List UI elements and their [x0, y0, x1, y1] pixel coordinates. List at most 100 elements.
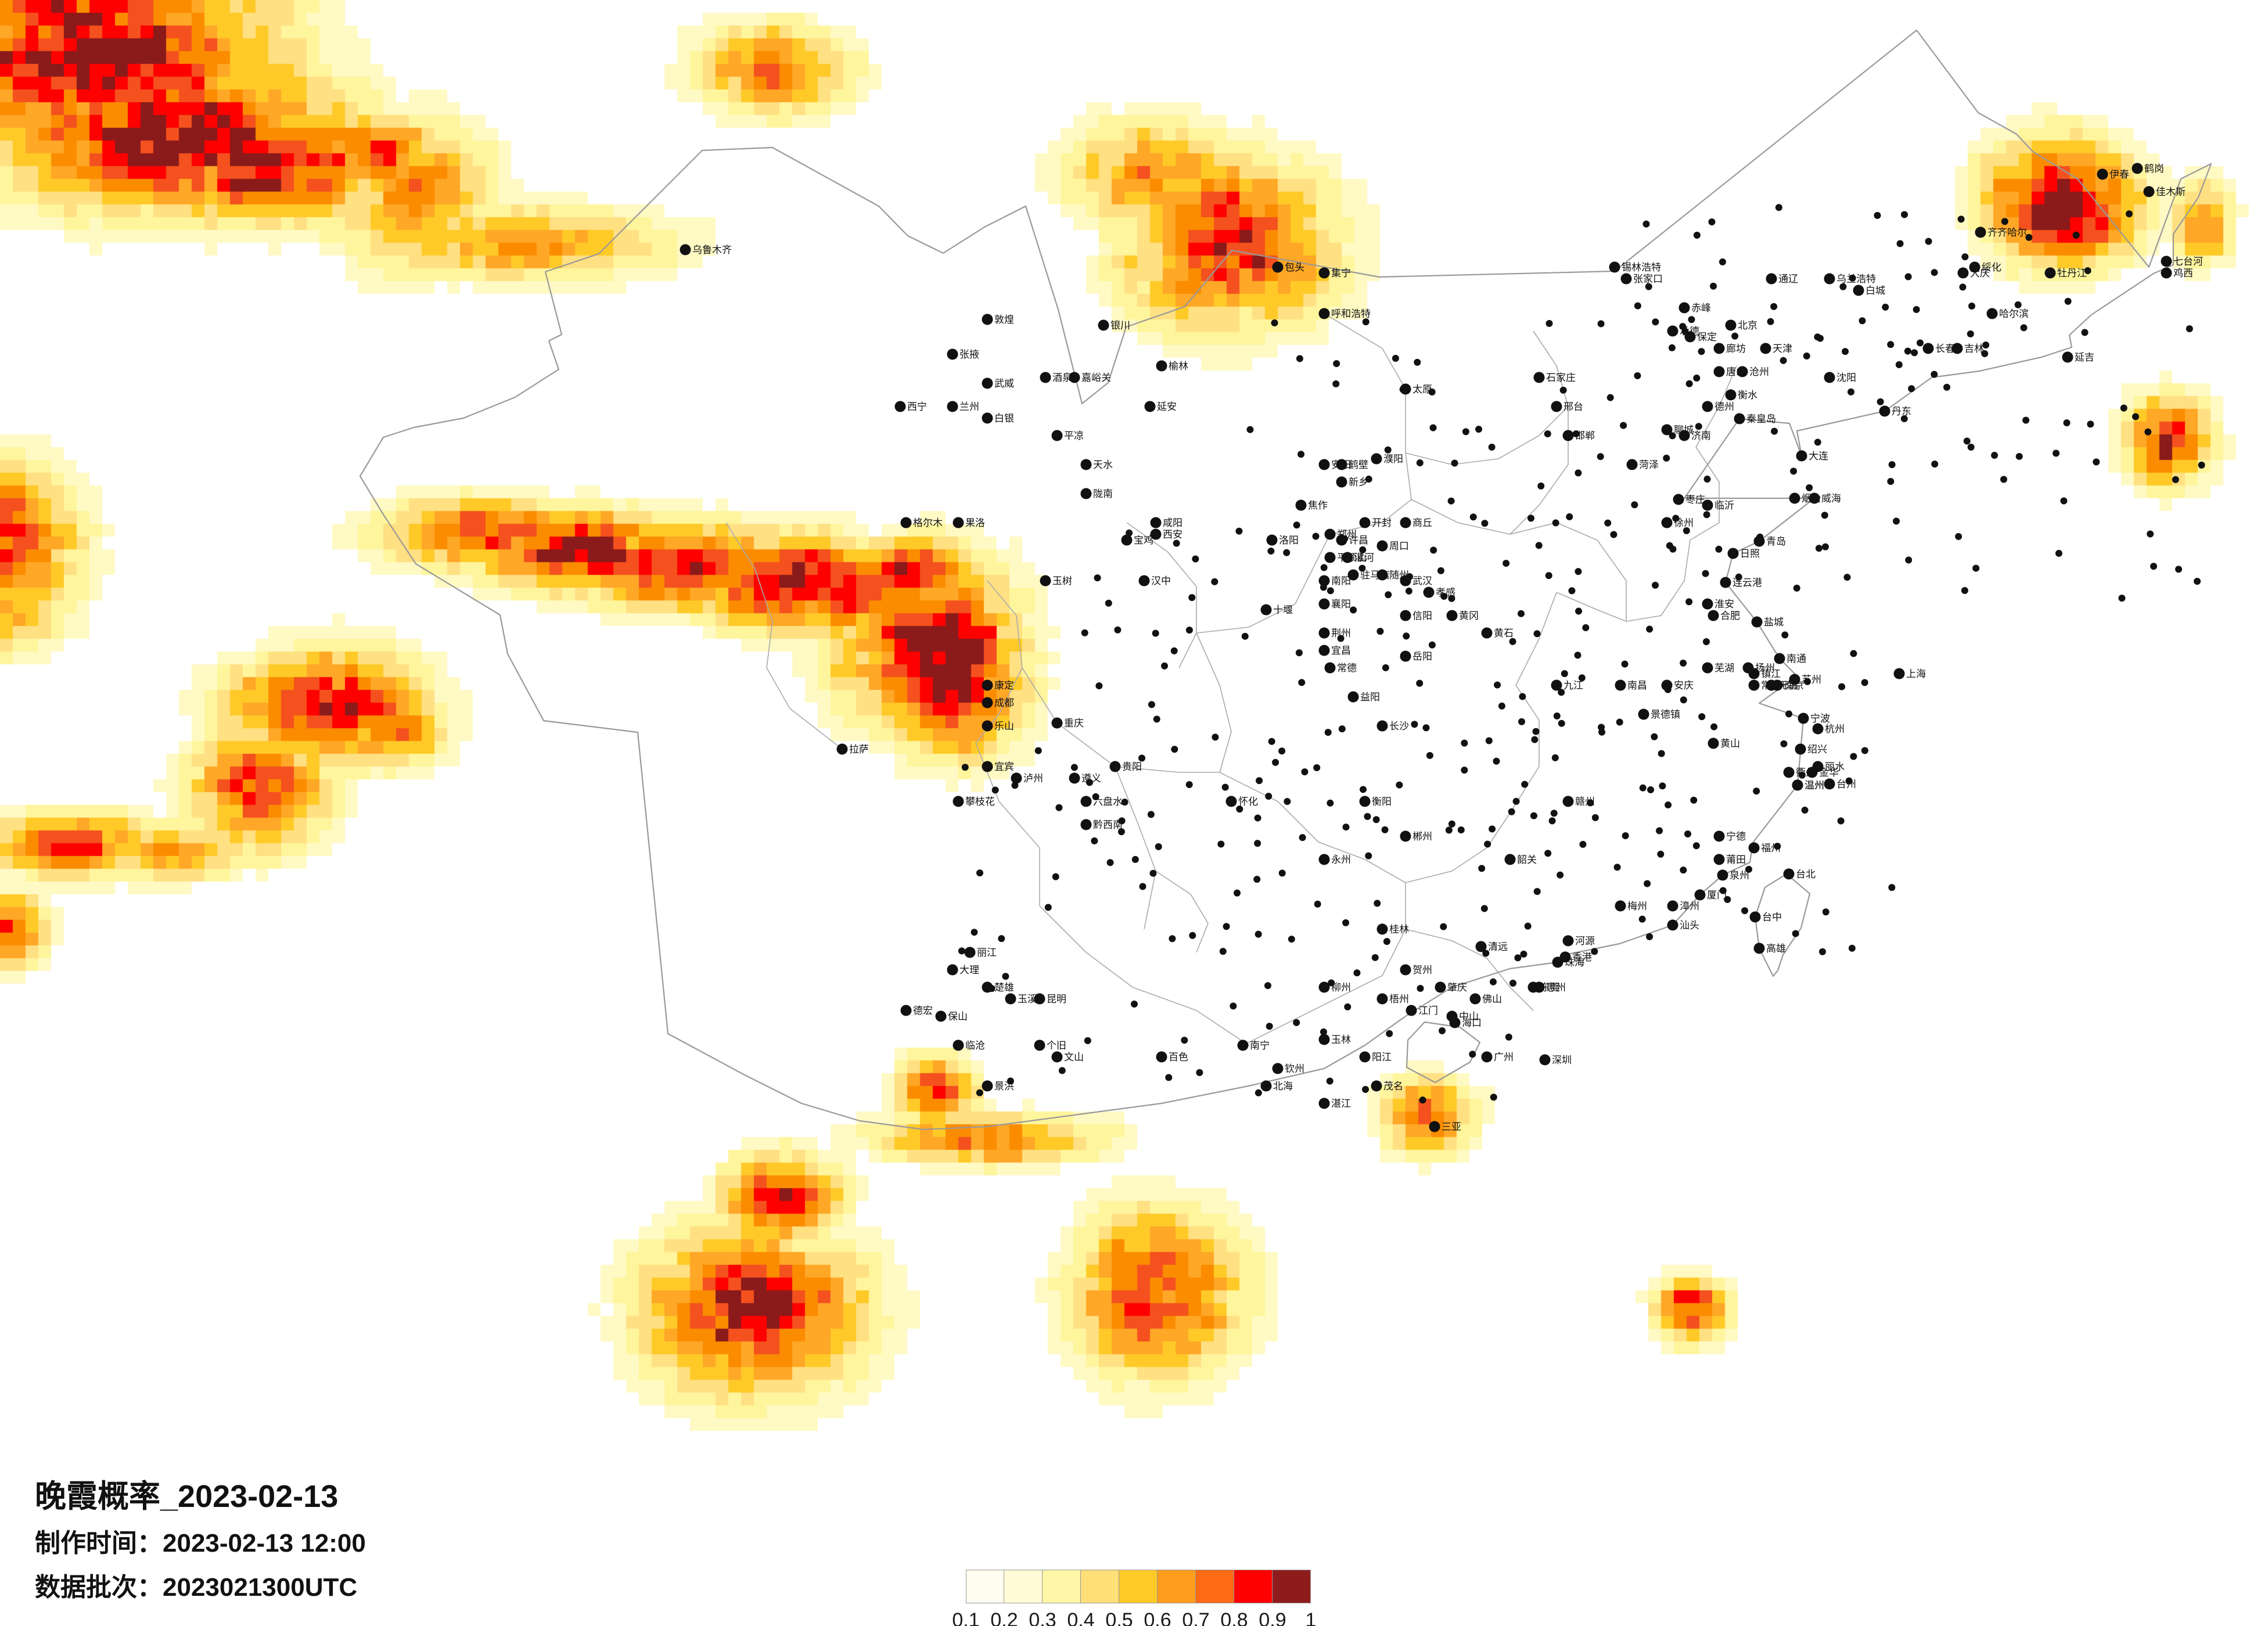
svg-text:漯河: 漯河	[1354, 552, 1374, 563]
svg-text:韶关: 韶关	[1517, 854, 1537, 865]
svg-text:包头: 包头	[1285, 262, 1304, 273]
svg-text:西宁: 西宁	[907, 401, 927, 412]
svg-text:聊城: 聊城	[1674, 425, 1694, 436]
svg-text:嘉峪关: 嘉峪关	[1081, 372, 1111, 383]
svg-text:乌兰浩特: 乌兰浩特	[1836, 274, 1876, 285]
svg-text:丽水: 丽水	[1825, 761, 1845, 772]
svg-text:宜昌: 宜昌	[1331, 645, 1351, 656]
svg-text:漳州: 漳州	[1680, 901, 1699, 912]
svg-text:南昌: 南昌	[1627, 680, 1647, 691]
svg-text:盐城: 盐城	[1764, 617, 1784, 628]
svg-text:秦皇岛: 秦皇岛	[1746, 413, 1776, 425]
svg-text:怀化: 怀化	[1238, 796, 1258, 807]
svg-text:玉林: 玉林	[1331, 1034, 1351, 1045]
svg-text:洛阳: 洛阳	[1279, 535, 1299, 546]
svg-text:宜宾: 宜宾	[994, 761, 1014, 772]
svg-text:大连: 大连	[1809, 451, 1828, 462]
svg-text:杭州: 杭州	[1825, 724, 1845, 735]
svg-text:威海: 威海	[1821, 493, 1841, 504]
svg-text:黄石: 黄石	[1494, 628, 1514, 639]
svg-text:楚雄: 楚雄	[994, 982, 1014, 993]
svg-text:个旧: 个旧	[1047, 1040, 1066, 1051]
svg-text:赤峰: 赤峰	[1691, 303, 1711, 314]
svg-text:鸡西: 鸡西	[2173, 268, 2193, 279]
svg-text:乌鲁木齐: 乌鲁木齐	[692, 244, 732, 256]
svg-text:钦州: 钦州	[1285, 1063, 1304, 1074]
svg-text:三亚: 三亚	[1442, 1121, 1461, 1132]
svg-text:汉中: 汉中	[1151, 575, 1171, 587]
svg-text:乐山: 乐山	[994, 721, 1014, 732]
svg-text:沈阳: 沈阳	[1836, 372, 1856, 383]
svg-text:青岛: 青岛	[1766, 536, 1786, 547]
svg-text:昆明: 昆明	[1047, 994, 1066, 1005]
svg-text:天津: 天津	[1773, 343, 1792, 354]
svg-text:临沧: 临沧	[965, 1040, 985, 1051]
svg-text:德宏: 德宏	[913, 1005, 933, 1016]
svg-text:哈尔滨: 哈尔滨	[1999, 308, 2029, 319]
svg-text:玉树: 玉树	[1052, 575, 1072, 587]
svg-text:南阳: 南阳	[1331, 575, 1351, 587]
svg-text:德州: 德州	[1715, 401, 1734, 412]
svg-text:东莞: 东莞	[1540, 982, 1560, 993]
svg-text:永州: 永州	[1331, 854, 1351, 865]
svg-text:衡水: 衡水	[1738, 390, 1757, 401]
svg-text:玉溪: 玉溪	[1018, 994, 1037, 1005]
svg-text:广州: 广州	[1494, 1052, 1514, 1063]
svg-text:拉萨: 拉萨	[849, 744, 869, 755]
svg-text:中山: 中山	[1459, 1011, 1479, 1022]
svg-text:梧州: 梧州	[1389, 994, 1409, 1005]
svg-text:湛江: 湛江	[1331, 1098, 1351, 1109]
svg-text:丹东: 丹东	[1892, 406, 1911, 417]
svg-text:信阳: 信阳	[1412, 610, 1432, 621]
svg-text:淮安: 淮安	[1715, 599, 1734, 610]
svg-text:攀枝花: 攀枝花	[965, 796, 995, 807]
svg-text:北京: 北京	[1738, 320, 1757, 331]
svg-text:康定: 康定	[994, 680, 1014, 691]
svg-text:襄阳: 襄阳	[1331, 598, 1351, 610]
svg-text:阳江: 阳江	[1372, 1052, 1392, 1063]
svg-text:酒泉: 酒泉	[1052, 372, 1072, 383]
svg-text:绍兴: 绍兴	[1807, 744, 1827, 755]
svg-text:日照: 日照	[1740, 548, 1760, 559]
svg-text:景德镇: 景德镇	[1651, 709, 1680, 720]
svg-text:百色: 百色	[1169, 1052, 1188, 1063]
svg-text:贺州: 贺州	[1412, 965, 1432, 976]
svg-text:益阳: 益阳	[1360, 692, 1380, 703]
svg-text:长沙: 长沙	[1389, 721, 1409, 732]
svg-text:芜湖: 芜湖	[1715, 663, 1734, 674]
svg-text:丽江: 丽江	[977, 947, 997, 958]
svg-text:绥化: 绥化	[1982, 262, 2001, 273]
svg-text:果洛: 果洛	[965, 517, 985, 528]
svg-text:邢台: 邢台	[1563, 401, 1583, 412]
svg-text:梅州: 梅州	[1627, 901, 1647, 912]
svg-text:鹤岗: 鹤岗	[2144, 163, 2164, 174]
svg-text:商丘: 商丘	[1412, 517, 1432, 528]
svg-text:武威: 武威	[994, 378, 1014, 389]
svg-text:许昌: 许昌	[1349, 535, 1368, 546]
svg-text:榆林: 榆林	[1169, 361, 1188, 372]
svg-text:安庆: 安庆	[1674, 680, 1694, 691]
svg-text:宁波: 宁波	[1810, 713, 1830, 724]
svg-text:黔西南: 黔西南	[1093, 819, 1123, 830]
svg-text:周口: 周口	[1389, 541, 1409, 552]
svg-text:南宁: 南宁	[1250, 1040, 1270, 1051]
svg-text:陇南: 陇南	[1093, 488, 1113, 499]
svg-text:敦煌: 敦煌	[994, 314, 1014, 325]
svg-text:伊春: 伊春	[2109, 169, 2129, 180]
svg-text:清远: 清远	[1488, 941, 1508, 952]
svg-text:白城: 白城	[1866, 285, 1885, 296]
svg-text:廊坊: 廊坊	[1726, 343, 1746, 354]
svg-text:锡林浩特: 锡林浩特	[1622, 262, 1661, 273]
svg-text:上海: 上海	[1906, 668, 1926, 679]
svg-text:台中: 台中	[1762, 912, 1782, 923]
svg-text:平凉: 平凉	[1064, 430, 1084, 441]
svg-text:深圳: 深圳	[1552, 1055, 1572, 1066]
svg-text:河源: 河源	[1575, 936, 1595, 947]
svg-text:黄山: 黄山	[1720, 738, 1740, 749]
svg-text:黄冈: 黄冈	[1459, 610, 1479, 621]
svg-text:天水: 天水	[1093, 459, 1113, 470]
svg-text:合肥: 合肥	[1720, 610, 1740, 621]
svg-text:呼和浩特: 呼和浩特	[1331, 308, 1371, 319]
svg-text:临沂: 临沂	[1715, 500, 1734, 511]
svg-text:沧州: 沧州	[1749, 366, 1769, 377]
